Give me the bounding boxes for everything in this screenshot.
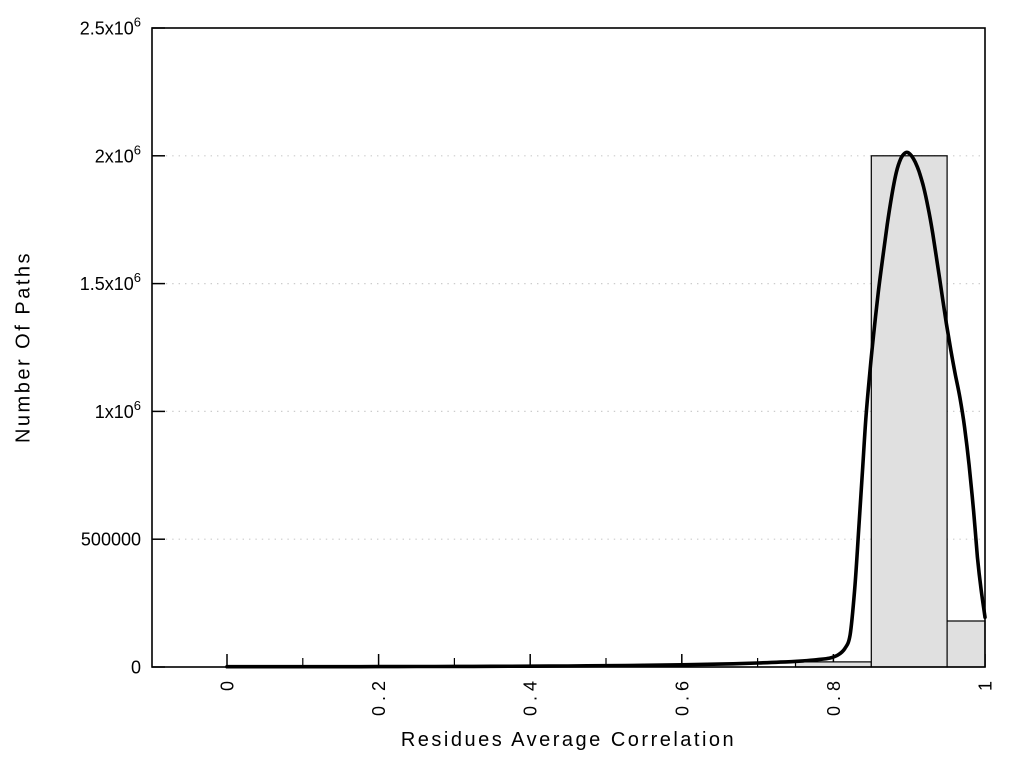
x-tick-label: 0 — [218, 676, 238, 691]
y-tick-label: 2.5x106 — [80, 15, 141, 39]
y-tick-label: 2x106 — [95, 142, 141, 166]
plot-border — [151, 27, 986, 668]
x-tick-label: 0.6 — [672, 676, 692, 716]
y-tick-label: 1x106 — [95, 398, 141, 422]
x-tick-label: 0.8 — [824, 676, 844, 716]
histogram-bar — [946, 620, 986, 668]
y-tick-label: 0 — [131, 658, 141, 678]
histogram-bar — [870, 155, 948, 668]
y-tick-label: 500000 — [81, 530, 141, 550]
y-tick-label: 1.5x106 — [80, 270, 141, 294]
x-tick-label: 0.2 — [369, 676, 389, 716]
x-tick-label: 1 — [976, 676, 996, 691]
y-axis-title: Number Of Paths — [12, 250, 35, 444]
fit-curve — [225, 150, 987, 669]
x-axis-title: Residues Average Correlation — [400, 729, 737, 751]
x-tick-label: 0.4 — [521, 676, 541, 716]
